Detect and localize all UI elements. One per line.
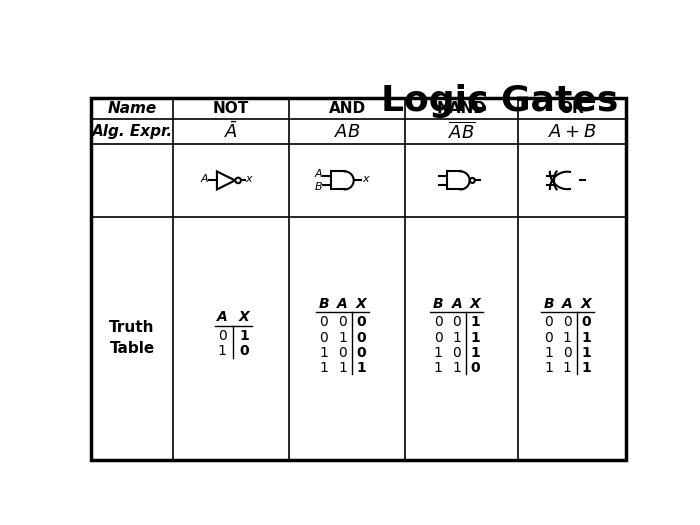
- Text: 0: 0: [545, 331, 553, 344]
- Text: 0: 0: [338, 315, 347, 329]
- Text: 0: 0: [239, 344, 249, 359]
- Text: 1: 1: [470, 315, 480, 329]
- Text: 0: 0: [434, 315, 442, 329]
- Text: A: A: [562, 297, 573, 311]
- Text: B: B: [543, 297, 554, 311]
- Text: 1: 1: [356, 361, 366, 375]
- Text: X: X: [470, 297, 481, 311]
- Text: 1: 1: [581, 346, 591, 360]
- Text: 0: 0: [434, 331, 442, 344]
- Text: 1: 1: [452, 331, 461, 344]
- Text: B: B: [315, 182, 322, 192]
- Text: $AB$: $AB$: [334, 122, 360, 141]
- Text: 1: 1: [563, 331, 572, 344]
- Text: 1: 1: [434, 346, 442, 360]
- Text: 1: 1: [581, 331, 591, 344]
- Text: A: A: [337, 297, 348, 311]
- Text: 1: 1: [338, 361, 347, 375]
- Text: Name: Name: [107, 101, 157, 116]
- Text: 1: 1: [470, 331, 480, 344]
- Text: A: A: [452, 297, 462, 311]
- Text: 1: 1: [581, 361, 591, 375]
- Text: 1: 1: [544, 346, 553, 360]
- Text: 1: 1: [319, 361, 328, 375]
- Text: Logic Gates: Logic Gates: [381, 84, 618, 118]
- Text: OR: OR: [559, 101, 584, 116]
- Text: 1: 1: [218, 344, 227, 359]
- Text: Alg. Expr.: Alg. Expr.: [92, 124, 173, 139]
- Text: 0: 0: [356, 331, 366, 344]
- Text: NAND: NAND: [437, 101, 486, 116]
- Text: 0: 0: [356, 315, 366, 329]
- Text: 0: 0: [452, 346, 461, 360]
- Text: A: A: [315, 169, 322, 179]
- Text: 0: 0: [319, 315, 328, 329]
- Text: 0: 0: [319, 331, 328, 344]
- Text: 0: 0: [218, 329, 227, 343]
- Text: 1: 1: [319, 346, 328, 360]
- Text: 0: 0: [563, 315, 572, 329]
- Text: x: x: [246, 174, 252, 184]
- Text: 0: 0: [545, 315, 553, 329]
- Text: x: x: [362, 174, 369, 184]
- Text: Truth
Table: Truth Table: [109, 320, 155, 356]
- Text: A: A: [200, 174, 208, 184]
- Text: A: A: [217, 310, 228, 324]
- Text: B: B: [433, 297, 444, 311]
- Text: 0: 0: [470, 361, 480, 375]
- Text: 0: 0: [452, 315, 461, 329]
- Text: 0: 0: [338, 346, 347, 360]
- Text: X: X: [356, 297, 367, 311]
- Text: 1: 1: [338, 331, 347, 344]
- Text: $A+B$: $A+B$: [547, 122, 596, 141]
- Text: $\overline{AB}$: $\overline{AB}$: [447, 121, 475, 142]
- Text: 1: 1: [452, 361, 461, 375]
- Text: AND: AND: [328, 101, 365, 116]
- Text: NOT: NOT: [213, 101, 249, 116]
- Text: 1: 1: [544, 361, 553, 375]
- Text: B: B: [318, 297, 329, 311]
- Text: X: X: [239, 310, 249, 324]
- Text: 0: 0: [581, 315, 591, 329]
- Text: 0: 0: [563, 346, 572, 360]
- Text: 1: 1: [470, 346, 480, 360]
- Text: 1: 1: [563, 361, 572, 375]
- Text: X: X: [580, 297, 592, 311]
- Text: 1: 1: [434, 361, 442, 375]
- Text: 1: 1: [239, 329, 249, 343]
- Text: 0: 0: [356, 346, 366, 360]
- Text: $\bar{A}$: $\bar{A}$: [224, 121, 238, 142]
